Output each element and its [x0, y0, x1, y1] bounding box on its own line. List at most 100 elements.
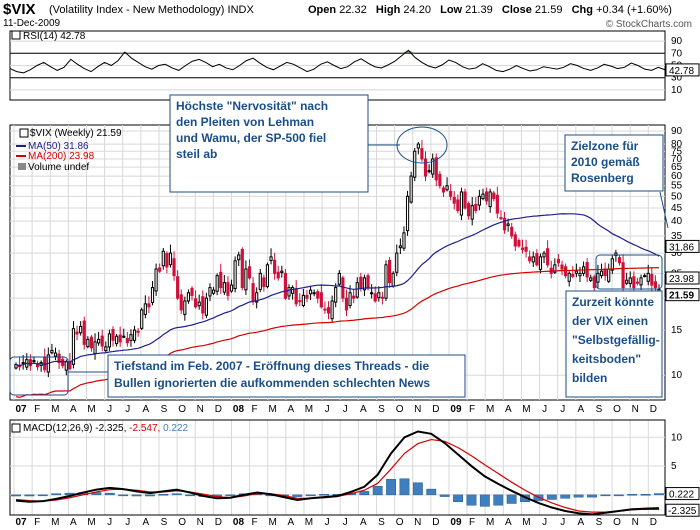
month-label: S [378, 404, 385, 415]
month-label-bottom: O [178, 517, 186, 528]
macd-histogram-bar [640, 494, 651, 496]
candle-body [495, 194, 499, 214]
candle-body [287, 287, 291, 297]
candle-body [380, 296, 384, 299]
candle-body [312, 292, 316, 295]
month-label: D [650, 404, 657, 415]
macd-histogram-bar [573, 494, 584, 498]
candle-body [93, 341, 97, 354]
macd-histogram-bar [506, 494, 517, 504]
annotation-tiefstand-box [107, 354, 466, 398]
candle-body [273, 259, 277, 274]
macd-histogram-bar [439, 494, 450, 497]
month-label: 08 [233, 404, 245, 415]
candle-body [599, 270, 604, 277]
close-last-value-box [665, 288, 700, 302]
candle-body [301, 294, 305, 307]
month-label: A [70, 404, 77, 415]
candle-body [71, 328, 76, 365]
macd-histogram-bar [319, 494, 330, 496]
month-label: O [613, 404, 621, 415]
macd-histogram-bar [305, 494, 316, 497]
month-label-bottom: J [107, 517, 112, 528]
candle-body [229, 284, 234, 292]
price-tick-label: 40 [671, 216, 683, 227]
candle-body [359, 276, 363, 289]
month-label: M [269, 404, 277, 415]
price-tick-label: 30 [671, 248, 683, 259]
macd-legend-hist: 0.222 [163, 423, 188, 434]
candle-body [423, 158, 428, 177]
candle-body [172, 258, 176, 277]
candle-body [298, 300, 302, 303]
price-tick-label: 50 [671, 191, 683, 202]
candle-body [136, 330, 140, 333]
month-label-bottom: D [432, 517, 439, 528]
symbol-description: (Volatility Index - New Methodology) IND… [49, 4, 254, 16]
month-label: M [522, 404, 530, 415]
rsi-legend-label: RSI(14) 42.78 [23, 31, 86, 42]
ma50-last-value: 31.86 [669, 242, 694, 253]
rsi-tick-label: 10 [671, 85, 683, 96]
highlight-current-box [595, 254, 663, 290]
rsi-tick-label: 70 [671, 48, 683, 59]
candle-body [280, 270, 284, 273]
annotation-nervositaet-line: Höchste "Nervosität" nach [176, 99, 328, 113]
candle-body [438, 173, 442, 187]
macd-histogram-bar [493, 494, 504, 506]
price-tick-label: 15 [671, 325, 683, 336]
month-label-bottom: A [360, 517, 367, 528]
rsi-line [9, 49, 666, 74]
candle-body [520, 247, 525, 250]
month-label: S [161, 404, 168, 415]
candle-body [459, 191, 464, 216]
candle-body [114, 335, 119, 345]
candle-body [574, 270, 578, 274]
candle-body [269, 256, 273, 261]
macd-legend-macd: MACD(12,26,9) -2.325, [23, 423, 129, 434]
month-label-bottom: M [51, 517, 59, 528]
month-label: N [632, 404, 639, 415]
candle-body [352, 295, 356, 299]
macd-histogram-bar [613, 494, 624, 497]
candle-body [330, 300, 334, 320]
candle-body [431, 158, 435, 175]
volume-legend-label: Volume undef [28, 162, 89, 173]
month-label-bottom: A [577, 517, 584, 528]
month-label: A [143, 404, 150, 415]
candle-body [247, 266, 252, 279]
low-value: 21.39 [465, 4, 493, 16]
month-label-bottom: A [505, 517, 512, 528]
candle-body [323, 308, 327, 311]
candle-body [477, 195, 481, 206]
candle-body [82, 320, 86, 345]
candle-body [118, 334, 122, 343]
candle-body [452, 196, 456, 204]
month-label: J [107, 404, 112, 415]
annotation-nervositaet-line: steil ab [176, 147, 217, 161]
macd-histogram-bar [225, 494, 236, 497]
highlight-feb2007-box [9, 356, 69, 396]
month-label-bottom: F [252, 517, 258, 528]
candle-body [348, 292, 352, 307]
candle-body [571, 273, 575, 278]
candle-body [614, 252, 618, 257]
month-label-bottom: M [87, 517, 95, 528]
month-label: S [596, 404, 603, 415]
price-tick-label: 80 [671, 139, 683, 150]
month-label-bottom: 08 [233, 517, 245, 528]
candle-body [147, 303, 151, 308]
candle-body [179, 294, 183, 311]
macd-histogram-bar [24, 494, 35, 497]
macd-histogram-bar [600, 494, 611, 497]
candle-body [366, 275, 370, 289]
month-label: J [125, 404, 130, 415]
candle-body [262, 277, 266, 288]
month-label: A [577, 404, 584, 415]
watermark: © StockCharts.com [605, 19, 692, 30]
candle-body [150, 287, 155, 303]
month-label-bottom: M [486, 517, 494, 528]
month-label-bottom: S [378, 517, 385, 528]
macd-histogram-bar [399, 478, 410, 496]
open-value: 22.32 [339, 4, 367, 16]
